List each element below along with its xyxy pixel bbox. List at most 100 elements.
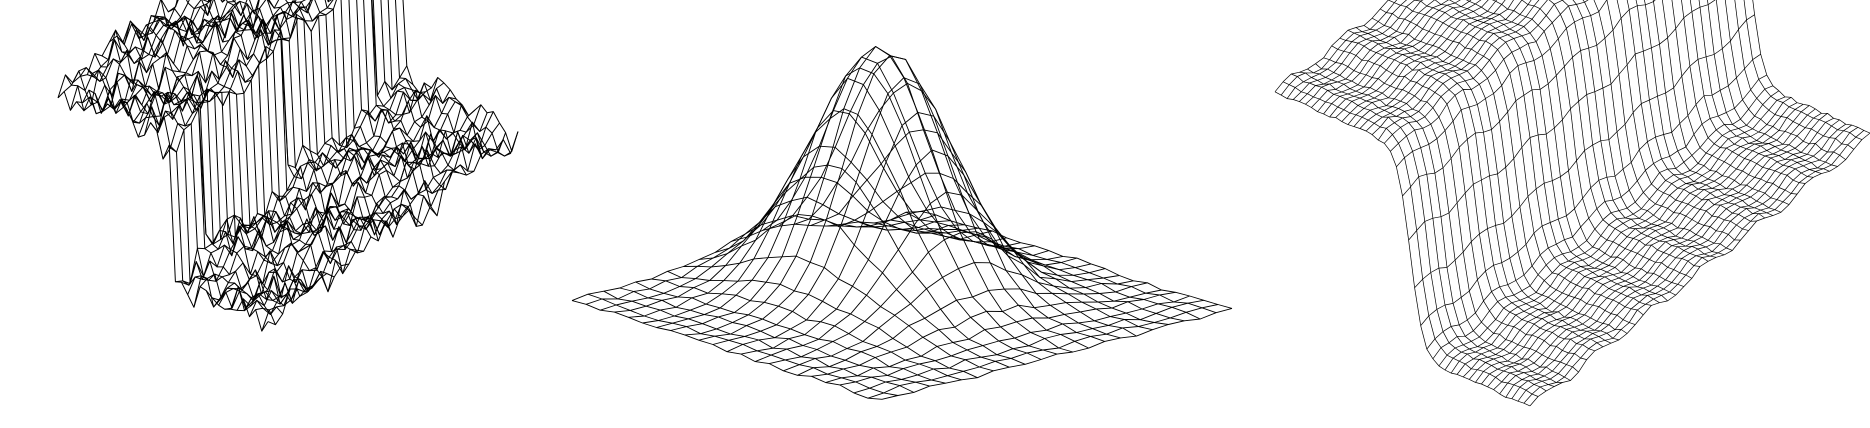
- mesh-line-v: [1635, 0, 1766, 219]
- mesh-line-v: [1315, 63, 1571, 381]
- mesh-line-v: [762, 46, 1074, 353]
- mesh-line-v: [94, 53, 306, 305]
- mesh-line-v: [1582, 0, 1725, 256]
- mesh-line-v: [1572, 0, 1717, 258]
- mesh-line-v: [1548, 0, 1701, 267]
- mesh-line-v: [101, 39, 313, 299]
- mesh-line-v: [327, 0, 453, 190]
- mesh-line-v: [1355, 27, 1612, 344]
- mesh-line-v: [1616, 0, 1749, 231]
- mesh-line-v: [348, 0, 460, 174]
- mesh-line-v: [699, 213, 1010, 368]
- mesh-line-v: [1491, 0, 1684, 287]
- mesh-line-v: [207, 0, 401, 228]
- mesh-line-v: [1661, 0, 1790, 205]
- mesh-line-v: [1734, 0, 1855, 150]
- mesh-line-v: [651, 278, 962, 381]
- mesh-line-u: [76, 0, 212, 112]
- mesh-line-v: [1707, 0, 1830, 172]
- mesh-line-v: [715, 164, 1026, 365]
- mesh-line-v: [160, 0, 372, 244]
- mesh-line-v: [683, 255, 994, 372]
- mesh-line-v: [1681, 0, 1806, 184]
- mesh-line-v: [826, 172, 1137, 337]
- mesh-line-v: [153, 15, 364, 254]
- mesh-line-v: [1363, 25, 1620, 341]
- mesh-line-v: [371, 0, 482, 158]
- mesh-line-v: [1715, 0, 1838, 167]
- mesh-line-v: [1752, 0, 1870, 134]
- mesh-line-v: [1323, 57, 1579, 373]
- mesh-line-v: [1291, 73, 1547, 392]
- mesh-line-v: [220, 0, 408, 220]
- mesh-line-v: [1307, 68, 1563, 383]
- mesh-line-u: [63, 0, 179, 92]
- mesh-line-v: [1724, 0, 1846, 160]
- mesh-line-v: [874, 222, 1185, 322]
- mesh-line-v: [619, 287, 930, 387]
- mesh-line-v: [1413, 0, 1652, 306]
- mesh-line-v: [1380, 8, 1636, 325]
- mesh-line-v: [1371, 17, 1628, 334]
- mesh-line-v: [363, 0, 474, 172]
- mesh-line-v: [1698, 0, 1822, 174]
- mesh-line-v: [1689, 0, 1814, 178]
- mesh-line-v: [905, 211, 1217, 314]
- mesh-line-v: [402, 0, 519, 152]
- mesh-line-v: [145, 16, 357, 252]
- mesh-line-v: [201, 0, 394, 238]
- mesh-line-v: [293, 0, 438, 217]
- mesh-line-v: [268, 0, 423, 227]
- mesh-line-v: [372, 0, 490, 160]
- mesh-line-v: [1282, 81, 1539, 397]
- surface-plot-smooth-step: [1274, 0, 1870, 407]
- mesh-line-v: [810, 129, 1121, 339]
- mesh-line-v: [842, 206, 1153, 331]
- mesh-line-v: [1339, 37, 1595, 352]
- mesh-line-v: [324, 0, 445, 194]
- mesh-line-v: [778, 55, 1089, 349]
- surface-plot-noisy-step: [57, 0, 519, 332]
- mesh-line-v: [667, 270, 978, 379]
- mesh-line-v: [116, 35, 327, 292]
- mesh-line-v: [1299, 71, 1555, 387]
- mesh-line-v: [1465, 0, 1676, 296]
- mesh-line-v: [571, 300, 883, 400]
- mesh-line-v: [635, 281, 946, 384]
- mesh-line-v: [1274, 91, 1531, 407]
- mesh-line-v: [87, 72, 298, 301]
- mesh-line-v: [1593, 0, 1733, 251]
- mesh-line-v: [1521, 0, 1693, 279]
- mesh-line-v: [1331, 45, 1587, 360]
- mesh-line-v: [1388, 0, 1644, 316]
- mesh-line-v: [138, 15, 350, 275]
- surface-plot-gaussian-peak: [571, 46, 1233, 400]
- mesh-line-v: [1347, 29, 1604, 348]
- mesh-line-v: [387, 0, 504, 157]
- mesh-line-v: [921, 211, 1233, 309]
- mesh-line-v: [380, 0, 496, 153]
- mesh-line-v: [131, 23, 342, 271]
- mesh-line-v: [730, 108, 1042, 360]
- mesh-line-v: [1743, 0, 1863, 140]
- mesh-line-v: [168, 8, 379, 242]
- mesh-line-v: [249, 0, 416, 226]
- mesh-line-v: [890, 219, 1201, 320]
- mesh-line-v: [1626, 0, 1757, 222]
- mesh-line-v: [1448, 0, 1668, 302]
- mesh-line-v: [1606, 0, 1741, 241]
- mesh-line-v: [394, 0, 511, 157]
- mesh-line-u: [57, 0, 178, 99]
- mesh-line-v: [356, 0, 467, 176]
- mesh-line-v: [1652, 0, 1782, 213]
- mesh-line-v: [123, 20, 335, 293]
- mesh-line-v: [72, 70, 284, 315]
- mesh-line-v: [285, 0, 431, 208]
- mesh-line-v: [746, 67, 1058, 355]
- mesh-line-v: [57, 89, 269, 332]
- mesh-line-v: [603, 290, 914, 393]
- mesh-line-v: [1561, 0, 1709, 262]
- mesh-line-v: [587, 293, 898, 396]
